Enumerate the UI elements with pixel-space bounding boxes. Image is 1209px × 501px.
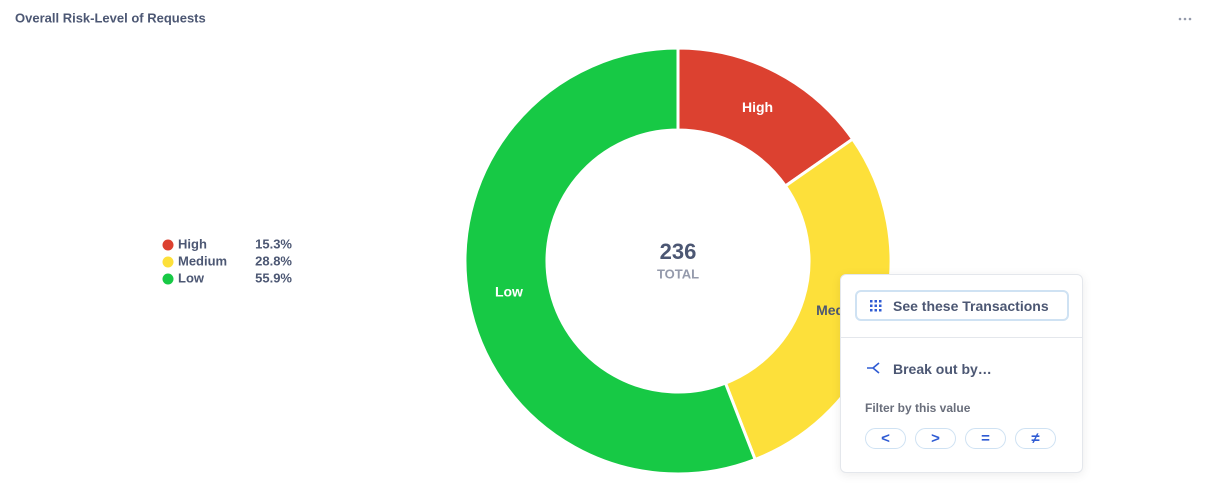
- button-label: See these Transactions: [893, 297, 1049, 314]
- filter-button[interactable]: ≠: [1015, 428, 1056, 449]
- legend-value: 28.8%: [255, 253, 292, 268]
- slice-label: High: [742, 99, 773, 115]
- filter-heading: Filter by this value: [865, 401, 971, 415]
- total-value: 236: [660, 239, 697, 264]
- filter-button[interactable]: =: [965, 428, 1006, 449]
- legend-swatch: [162, 273, 174, 285]
- breakout-action[interactable]: Break out by…: [893, 361, 992, 377]
- total-label: TOTAL: [657, 266, 699, 281]
- filter-button[interactable]: <: [865, 428, 906, 449]
- legend-label: Low: [178, 270, 205, 285]
- popover: See these Transactions Break out by… Fil…: [840, 274, 1083, 473]
- legend-label: Medium: [178, 253, 227, 268]
- filter-button[interactable]: >: [915, 428, 956, 449]
- breakout-icon: [867, 362, 880, 374]
- filter-buttons: < > = ≠: [865, 428, 1056, 449]
- more-menu[interactable]: [1178, 17, 1192, 21]
- slice: [463, 46, 758, 476]
- chart-title: Overall Risk-Level of Requests: [15, 10, 206, 25]
- legend-swatch: [162, 239, 174, 251]
- grid-icon: [870, 300, 882, 312]
- legend-swatch: [162, 256, 174, 268]
- legend-value: 15.3%: [255, 236, 292, 251]
- divider: [841, 337, 1082, 338]
- legend-value: 55.9%: [255, 270, 292, 285]
- slice-label: Low: [495, 283, 523, 299]
- legend-label: High: [178, 236, 207, 251]
- see-transactions-button[interactable]: See these Transactions: [855, 290, 1069, 321]
